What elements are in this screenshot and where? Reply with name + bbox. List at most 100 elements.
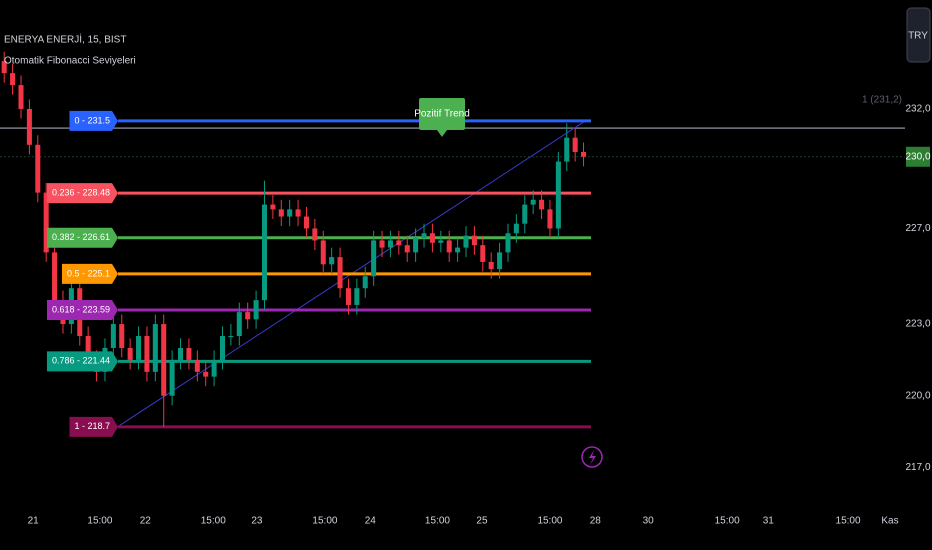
candle-body bbox=[152, 324, 158, 372]
candle-body bbox=[421, 233, 427, 239]
candle-body bbox=[26, 108, 32, 145]
candle-body bbox=[211, 359, 217, 377]
candle-body bbox=[228, 336, 234, 338]
x-tick-label: 15:00 bbox=[87, 516, 112, 527]
candle-body bbox=[52, 252, 58, 301]
x-tick-label: Kas bbox=[881, 516, 898, 527]
fib-label: 0.382 - 226.61 bbox=[52, 232, 110, 242]
candle-body bbox=[303, 216, 309, 229]
candle-body bbox=[505, 233, 511, 253]
candle-body bbox=[85, 336, 91, 360]
candle-body bbox=[178, 347, 184, 360]
fib-label: 0.618 - 223.59 bbox=[52, 304, 110, 314]
annotation-text: Pozitif Trend bbox=[414, 109, 470, 120]
candle-body bbox=[35, 144, 41, 193]
x-tick-label: 15:00 bbox=[836, 516, 861, 527]
annotation-box bbox=[419, 98, 465, 130]
candle-body bbox=[547, 209, 553, 229]
y-tick-label: 217,0 bbox=[905, 462, 930, 473]
x-tick-label: 15:00 bbox=[312, 516, 337, 527]
fib-tag-box bbox=[69, 110, 118, 131]
x-tick-label: 15:00 bbox=[425, 516, 450, 527]
candle-body bbox=[161, 324, 167, 396]
candle-body bbox=[203, 371, 209, 377]
candle-body bbox=[513, 223, 519, 234]
fib-tag: 0.5 - 225.1 bbox=[61, 263, 118, 284]
candle-body bbox=[564, 137, 570, 162]
fib-tag: 0.786 - 221.44 bbox=[46, 351, 118, 372]
event-icon[interactable] bbox=[581, 446, 603, 468]
fib-tag: 0.236 - 228.48 bbox=[46, 183, 118, 204]
candle-body bbox=[480, 245, 486, 262]
fib-tag-box bbox=[46, 183, 118, 204]
reference-label: 1 (231,2) bbox=[862, 95, 902, 106]
trend-annotation: Pozitif Trend bbox=[414, 98, 470, 137]
fib-label: 1 - 218.7 bbox=[74, 421, 110, 431]
candle-body bbox=[295, 209, 301, 217]
candle-body bbox=[10, 73, 16, 86]
currency[interactable]: TRY bbox=[908, 31, 928, 42]
y-tick-label: 223,0 bbox=[905, 319, 930, 330]
fib-tag-box bbox=[46, 227, 118, 248]
candle-body bbox=[455, 247, 461, 253]
candle-body bbox=[396, 240, 402, 246]
candle-body bbox=[278, 209, 284, 217]
y-tick-label: 227,0 bbox=[905, 223, 930, 234]
last-price-label: 230,0 bbox=[905, 151, 930, 162]
y-tick-label: 220,0 bbox=[905, 390, 930, 401]
candle-body bbox=[438, 240, 444, 243]
x-tick-label: 30 bbox=[643, 516, 655, 527]
y-tick-label: 232,0 bbox=[905, 104, 930, 115]
candle-body bbox=[463, 235, 469, 248]
candle-body bbox=[287, 209, 293, 217]
candle-body bbox=[253, 300, 259, 320]
x-tick-label: 22 bbox=[140, 516, 152, 527]
candle-body bbox=[362, 276, 368, 289]
x-tick-label: 15:00 bbox=[715, 516, 740, 527]
candle-body bbox=[236, 312, 242, 337]
x-tick-label: 15:00 bbox=[537, 516, 562, 527]
candle-body bbox=[127, 347, 133, 360]
x-tick-label: 21 bbox=[28, 516, 40, 527]
candle-body bbox=[371, 240, 377, 277]
fib-label: 0.236 - 228.48 bbox=[52, 187, 110, 197]
candle-body bbox=[488, 261, 494, 270]
indicator-name: Otomatik Fibonacci Seviyeleri bbox=[4, 56, 136, 67]
annotation-pointer bbox=[437, 130, 447, 137]
candle-body bbox=[539, 199, 545, 210]
fib-tag-box bbox=[61, 263, 118, 284]
candle-body bbox=[413, 238, 419, 253]
x-tick-label: 25 bbox=[476, 516, 488, 527]
fib-tag-box bbox=[69, 416, 118, 437]
fib-tag: 0 - 231.5 bbox=[69, 110, 118, 131]
candle-body bbox=[379, 240, 385, 248]
chart-title: ENERYA ENERJİ, 15, BIST bbox=[4, 33, 126, 46]
candle-body bbox=[312, 228, 318, 241]
fib-tag: 0.618 - 223.59 bbox=[46, 299, 118, 320]
fib-tag: 0.382 - 226.61 bbox=[46, 227, 118, 248]
candle-body bbox=[429, 233, 435, 243]
fib-label: 0 - 231.5 bbox=[74, 115, 110, 125]
candle-body bbox=[345, 288, 351, 305]
candle-body bbox=[387, 240, 393, 248]
candle-body bbox=[530, 199, 536, 205]
candle-body bbox=[1, 61, 7, 74]
candle-body bbox=[354, 288, 360, 305]
fib-label: 0.5 - 225.1 bbox=[67, 268, 110, 278]
candle-body bbox=[245, 312, 251, 320]
candle-body bbox=[270, 204, 276, 210]
candle-body bbox=[43, 192, 49, 253]
candle-body bbox=[572, 137, 578, 152]
candle-body bbox=[497, 252, 503, 270]
candle-body bbox=[404, 245, 410, 253]
candle-body bbox=[446, 240, 452, 253]
candle-body bbox=[18, 85, 24, 109]
candle-body bbox=[186, 347, 192, 360]
candle-body bbox=[219, 336, 226, 360]
candle-body bbox=[555, 161, 561, 229]
x-tick-label: 23 bbox=[251, 516, 263, 527]
x-tick-label: 28 bbox=[590, 516, 602, 527]
last-price-box bbox=[906, 146, 930, 167]
candle-body bbox=[522, 204, 528, 224]
currency-box[interactable] bbox=[906, 7, 931, 63]
